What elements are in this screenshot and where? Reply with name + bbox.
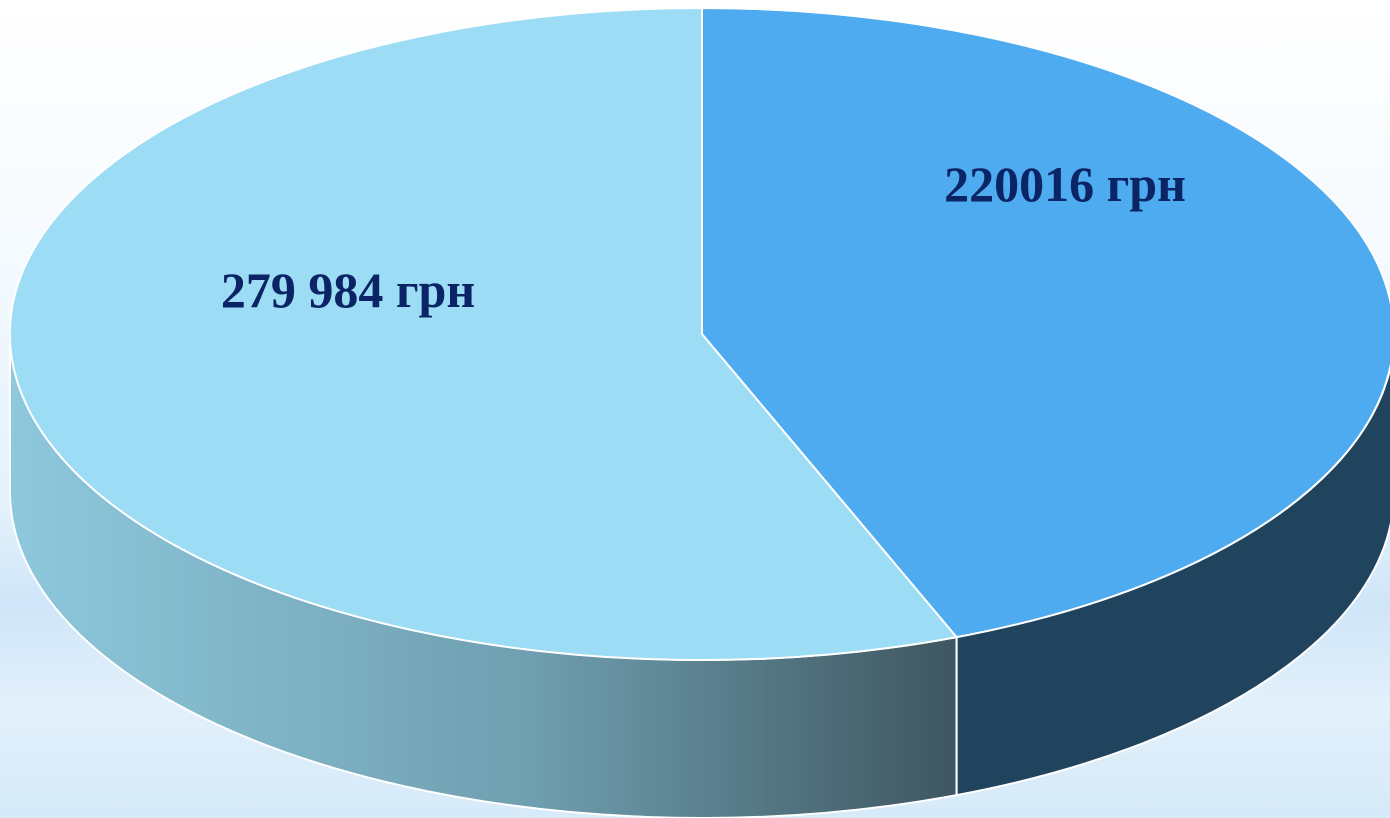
- slice-label-279984: 279 984 грн: [221, 262, 475, 318]
- slice-label-220016: 220016 грн: [944, 156, 1186, 212]
- pie-slice-220016: [701, 6, 1390, 639]
- pie-slice-279984: [8, 6, 959, 661]
